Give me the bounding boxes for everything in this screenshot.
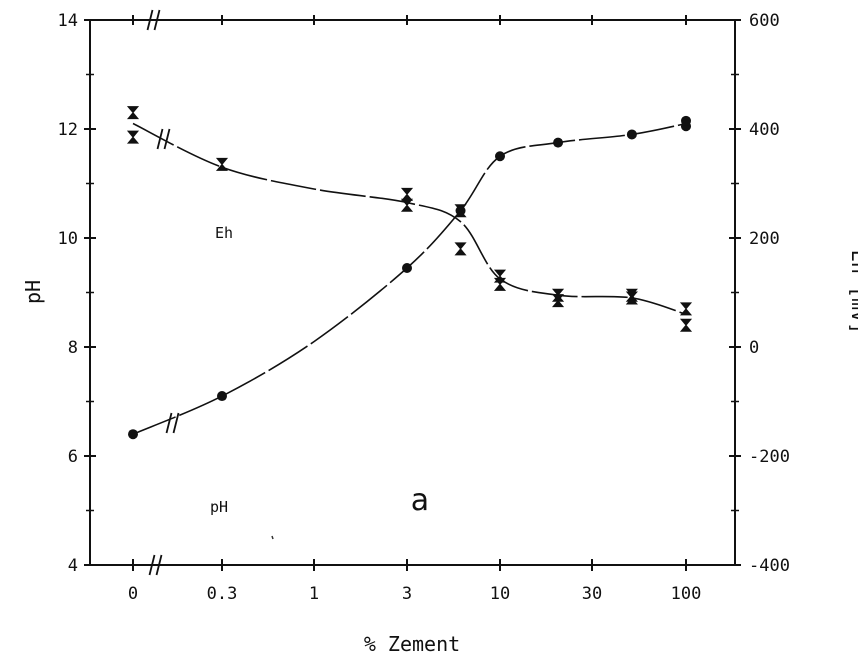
- left-tick-label: 10: [58, 229, 78, 249]
- eh-point: [551, 294, 565, 308]
- ph-point: [681, 115, 691, 126]
- break-stroke: [146, 9, 154, 31]
- eh-point: [679, 302, 693, 316]
- left-tick-label: 8: [68, 338, 78, 358]
- break-stroke: [172, 412, 180, 434]
- eh-point: [126, 106, 140, 120]
- right-axis-title: Eh [mV]: [847, 250, 858, 334]
- break-stroke: [148, 554, 156, 576]
- right-tick-label: -400: [749, 556, 790, 576]
- stray-mark: [271, 535, 274, 540]
- right-tick-label: 600: [749, 11, 780, 31]
- eh-point: [625, 291, 638, 305]
- right-tick-label: 0: [749, 338, 759, 358]
- eh-point: [679, 318, 693, 332]
- eh-annotation: Eh: [215, 224, 233, 242]
- ph-annotation: pH: [210, 498, 228, 516]
- ph-point: [553, 137, 564, 148]
- break-stroke: [155, 554, 163, 576]
- eh-point: [400, 198, 414, 212]
- ph-point: [626, 129, 637, 140]
- break-stroke: [156, 128, 164, 150]
- right-tick-label: -200: [749, 447, 790, 467]
- right-tick-label: 400: [749, 120, 780, 140]
- bottom-axis-ticks: 0 0.3 1 3 10 30 100: [128, 15, 701, 604]
- x-tick-label: 1: [309, 584, 319, 604]
- x-tick-label: 0.3: [207, 584, 238, 604]
- panel-label: a: [411, 483, 429, 518]
- ph-point: [495, 151, 505, 162]
- eh-point: [215, 157, 229, 171]
- right-tick-label: 200: [749, 229, 780, 249]
- break-stroke: [165, 412, 173, 434]
- ph-point: [455, 205, 466, 216]
- x-tick-label: 10: [490, 584, 510, 604]
- ph-point: [217, 391, 227, 402]
- eh-point: [493, 277, 507, 291]
- x-tick-label: 100: [671, 584, 702, 604]
- left-tick-label: 6: [68, 447, 78, 467]
- eh-point: [454, 242, 467, 256]
- series-markers: [126, 106, 693, 540]
- break-stroke: [163, 128, 171, 150]
- ph-point: [402, 262, 412, 273]
- series-curves: [132, 122, 687, 435]
- x-tick-label: 30: [582, 584, 602, 604]
- left-tick-label: 14: [58, 11, 78, 31]
- left-axis-title: pH: [21, 280, 45, 304]
- break-stroke: [153, 9, 161, 31]
- right-axis-ticks: -400 -200 0 200 400 600: [729, 11, 790, 576]
- curve-eh: [132, 122, 687, 316]
- left-axis-ticks: 4 6 8 10 12 14: [58, 11, 96, 576]
- x-tick-label: 0: [128, 584, 138, 604]
- x-tick-label: 3: [402, 584, 412, 604]
- ph-point: [128, 429, 138, 440]
- curve-ph: [132, 122, 687, 435]
- left-tick-label: 12: [58, 120, 78, 140]
- axis-break-marks: [146, 9, 180, 576]
- eh-point: [400, 187, 414, 201]
- eh-point: [126, 130, 140, 144]
- left-tick-label: 4: [68, 556, 78, 576]
- x-axis-title: % Zement: [364, 632, 460, 656]
